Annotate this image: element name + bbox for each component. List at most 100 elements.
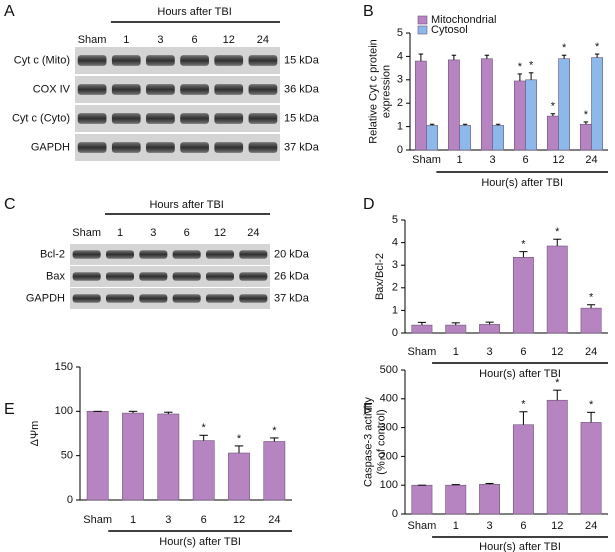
x-axis-label: Hour(s) after TBI xyxy=(159,536,241,548)
panel-label: F xyxy=(363,401,373,418)
blot-band xyxy=(248,142,278,153)
blot-band xyxy=(111,113,141,124)
row-size: 15 kDa xyxy=(284,54,320,66)
x-tick-label: 3 xyxy=(165,514,171,526)
bar xyxy=(492,125,505,151)
blot-band xyxy=(180,84,209,95)
y-tick-label: 5 xyxy=(392,214,398,226)
bar xyxy=(228,452,250,501)
bar xyxy=(525,79,538,151)
bar xyxy=(591,57,604,151)
blot-band xyxy=(106,294,134,303)
legend-label: Cytosol xyxy=(431,24,468,36)
row-label: Cyt c (Cyto) xyxy=(12,112,70,124)
significance-marker: * xyxy=(202,422,207,434)
y-tick-label: 0 xyxy=(397,144,403,156)
row-label: GAPDH xyxy=(31,141,70,153)
bar xyxy=(479,324,501,334)
x-tick-label: 12 xyxy=(551,346,563,358)
bar xyxy=(414,60,427,151)
blot-band xyxy=(72,294,101,303)
blot-strip xyxy=(70,288,270,309)
blot-strip xyxy=(75,134,280,161)
x-tick-label: 6 xyxy=(201,514,207,526)
bar xyxy=(192,440,215,501)
blot-band xyxy=(172,250,201,259)
blot-strip xyxy=(75,47,280,74)
blot-band xyxy=(146,113,175,124)
blot-strip xyxy=(75,76,280,103)
y-tick-label: 150 xyxy=(55,361,73,373)
bar xyxy=(122,412,144,501)
blot-band xyxy=(214,84,244,95)
bar xyxy=(426,125,439,151)
x-tick-label: Sham xyxy=(408,520,437,532)
panel-label: C xyxy=(4,196,16,213)
blot-band xyxy=(146,55,175,66)
x-axis-label: Hour(s) after TBI xyxy=(479,368,561,380)
bar xyxy=(558,58,571,151)
blot-band xyxy=(180,55,209,66)
blot-band xyxy=(180,142,209,153)
legend-swatch xyxy=(417,15,428,25)
row-label: GAPDH xyxy=(26,292,65,304)
y-tick-label: 1 xyxy=(397,121,403,133)
blot-band xyxy=(239,294,268,303)
blot-header: Hours after TBI xyxy=(149,199,223,211)
blot-band xyxy=(180,113,209,124)
blot-band xyxy=(172,272,201,281)
bar xyxy=(579,123,592,151)
significance-marker: * xyxy=(555,226,560,238)
y-tick-label: 5 xyxy=(397,27,403,39)
bar xyxy=(512,256,534,334)
blot-band xyxy=(111,84,141,95)
bar xyxy=(411,324,433,334)
x-tick-label: Sham xyxy=(408,346,437,358)
x-axis-label: Hour(s) after TBI xyxy=(479,541,561,552)
blot-band xyxy=(77,55,107,66)
blot-band xyxy=(72,272,101,281)
significance-marker: * xyxy=(584,109,589,121)
lane-label: 3 xyxy=(157,34,163,46)
blot-band xyxy=(214,113,244,124)
significance-marker: * xyxy=(518,61,523,73)
blot-band xyxy=(111,55,141,66)
blot-band xyxy=(77,113,107,124)
y-axis-label: Relative Cyt c protein xyxy=(367,39,379,144)
bar xyxy=(459,125,472,151)
y-tick-label: 4 xyxy=(392,237,398,249)
blot-band xyxy=(72,250,101,259)
lane-label: 1 xyxy=(117,227,123,239)
blot-band xyxy=(248,55,278,66)
blot-band xyxy=(146,142,175,153)
blot-band xyxy=(106,250,134,259)
blot-band xyxy=(77,142,107,153)
y-axis-label: Bax/Bcl-2 xyxy=(374,253,386,300)
panel-label: E xyxy=(4,401,15,418)
bar xyxy=(445,484,467,515)
lane-label: 6 xyxy=(192,34,198,46)
blot-band xyxy=(239,250,268,259)
row-size: 26 kDa xyxy=(274,270,310,282)
blot-band xyxy=(111,142,141,153)
bar xyxy=(86,411,109,501)
lane-label: 24 xyxy=(247,227,259,239)
row-size: 36 kDa xyxy=(284,83,320,95)
y-tick-label: 0 xyxy=(67,494,73,506)
x-tick-label: 12 xyxy=(551,520,563,532)
blot-band xyxy=(139,294,168,303)
blot-band xyxy=(214,55,244,66)
x-tick-label: 24 xyxy=(585,154,597,166)
blot-band xyxy=(206,272,234,281)
significance-marker: * xyxy=(521,239,526,251)
blot-band xyxy=(139,272,168,281)
y-axis-label: Caspase-3 activity xyxy=(362,397,374,487)
y-tick-label: 500 xyxy=(380,364,398,376)
x-axis-label: Hour(s) after TBI xyxy=(481,177,563,189)
x-tick-label: 6 xyxy=(520,520,526,532)
y-tick-label: 50 xyxy=(61,450,73,462)
row-size: 37 kDa xyxy=(284,141,320,153)
row-label: Cyt c (Mito) xyxy=(14,54,70,66)
blot-strip xyxy=(70,244,270,265)
